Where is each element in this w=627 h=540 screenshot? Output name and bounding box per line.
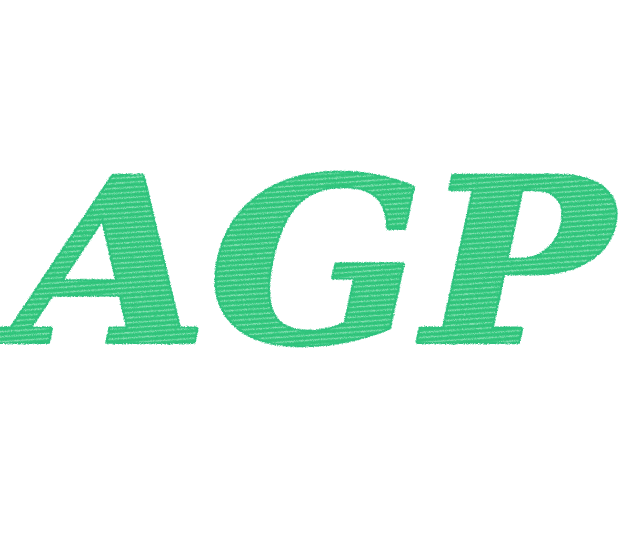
logo-text: AGP: [0, 128, 619, 396]
logo-text-outline: AGP: [0, 128, 619, 396]
